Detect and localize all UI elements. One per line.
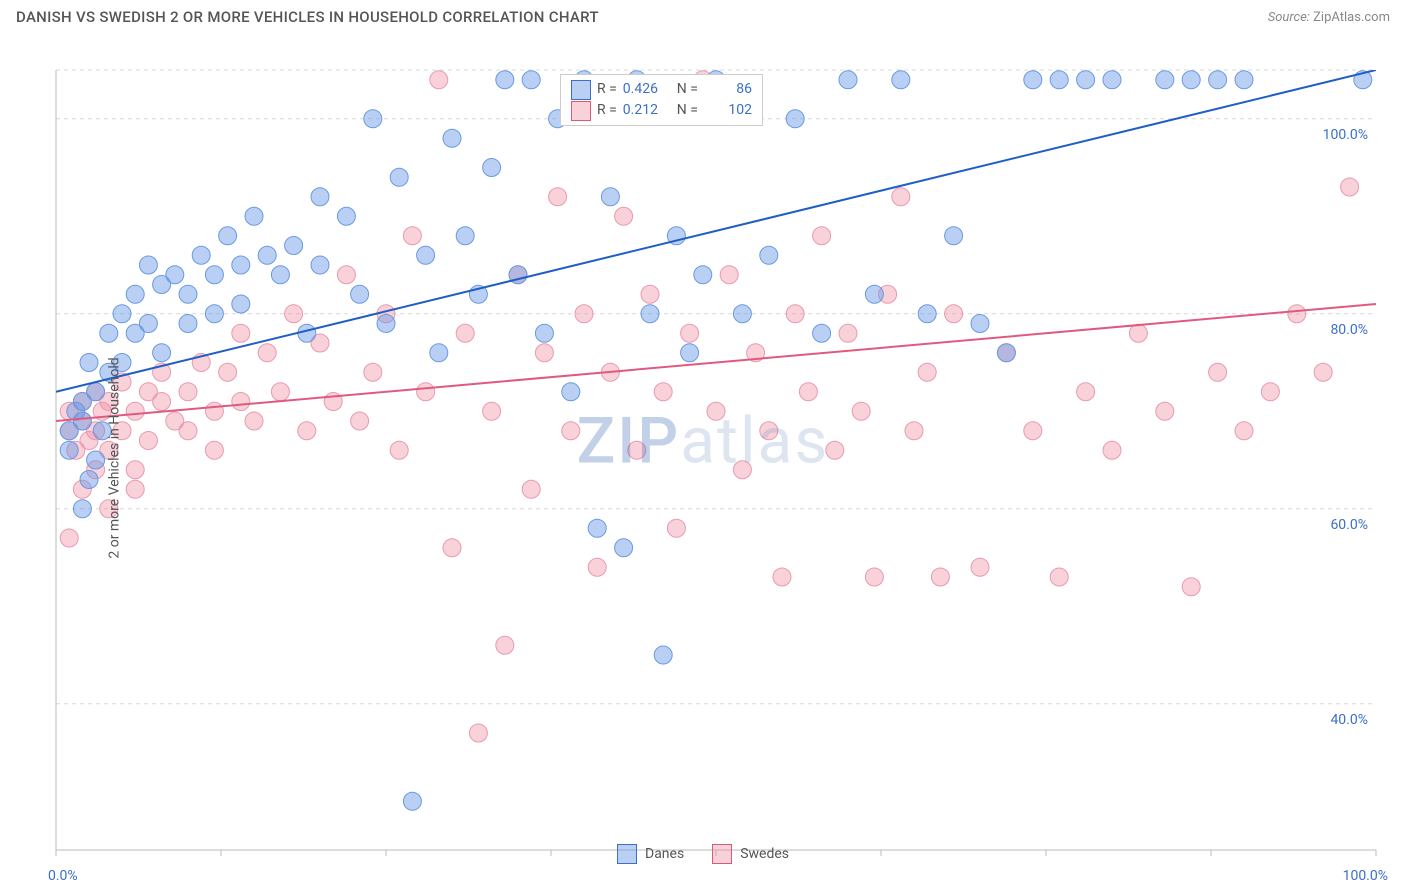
svg-text:40.0%: 40.0% bbox=[1330, 712, 1368, 728]
chart-header: DANISH VS SWEDISH 2 OR MORE VEHICLES IN … bbox=[0, 0, 1406, 30]
r-value-swedes: 0.212 bbox=[623, 100, 671, 121]
swatch-pink-icon bbox=[571, 101, 591, 121]
svg-text:80.0%: 80.0% bbox=[1330, 322, 1368, 338]
legend-item-swedes: Swedes bbox=[712, 844, 789, 864]
legend-label-danes: Danes bbox=[645, 846, 684, 862]
n-label: N = bbox=[677, 100, 698, 121]
n-label: N = bbox=[677, 79, 698, 100]
x-axis-label-left: 0.0% bbox=[48, 868, 78, 884]
r-label: R = bbox=[597, 100, 617, 121]
n-value-swedes: 102 bbox=[704, 100, 752, 121]
chart-source: Source: ZipAtlas.com bbox=[1268, 10, 1390, 25]
series-legend: Danes Swedes bbox=[617, 844, 789, 864]
source-prefix: Source: bbox=[1268, 10, 1313, 25]
legend-row-swedes: R = 0.212 N = 102 bbox=[571, 100, 752, 121]
scatter-plot-svg: 40.0% 60.0% 80.0% 100.0% bbox=[0, 30, 1406, 886]
x-axis-label-right: 100.0% bbox=[1343, 868, 1388, 884]
legend-label-swedes: Swedes bbox=[740, 846, 789, 862]
svg-text:100.0%: 100.0% bbox=[1323, 127, 1368, 143]
chart-title: DANISH VS SWEDISH 2 OR MORE VEHICLES IN … bbox=[16, 8, 599, 26]
y-axis-label: 2 or more Vehicles in Household bbox=[107, 357, 123, 558]
swatch-blue-icon bbox=[571, 80, 591, 100]
source-name: ZipAtlas.com bbox=[1313, 10, 1390, 25]
n-value-danes: 86 bbox=[704, 79, 752, 100]
swatch-blue-icon bbox=[617, 844, 637, 864]
chart-area: 2 or more Vehicles in Household ZIPatlas… bbox=[0, 30, 1406, 886]
svg-text:60.0%: 60.0% bbox=[1330, 517, 1368, 533]
swatch-pink-icon bbox=[712, 844, 732, 864]
legend-row-danes: R = 0.426 N = 86 bbox=[571, 79, 752, 100]
r-label: R = bbox=[597, 79, 617, 100]
legend-item-danes: Danes bbox=[617, 844, 684, 864]
correlation-legend: R = 0.426 N = 86 R = 0.212 N = 102 bbox=[560, 74, 763, 126]
r-value-danes: 0.426 bbox=[623, 79, 671, 100]
